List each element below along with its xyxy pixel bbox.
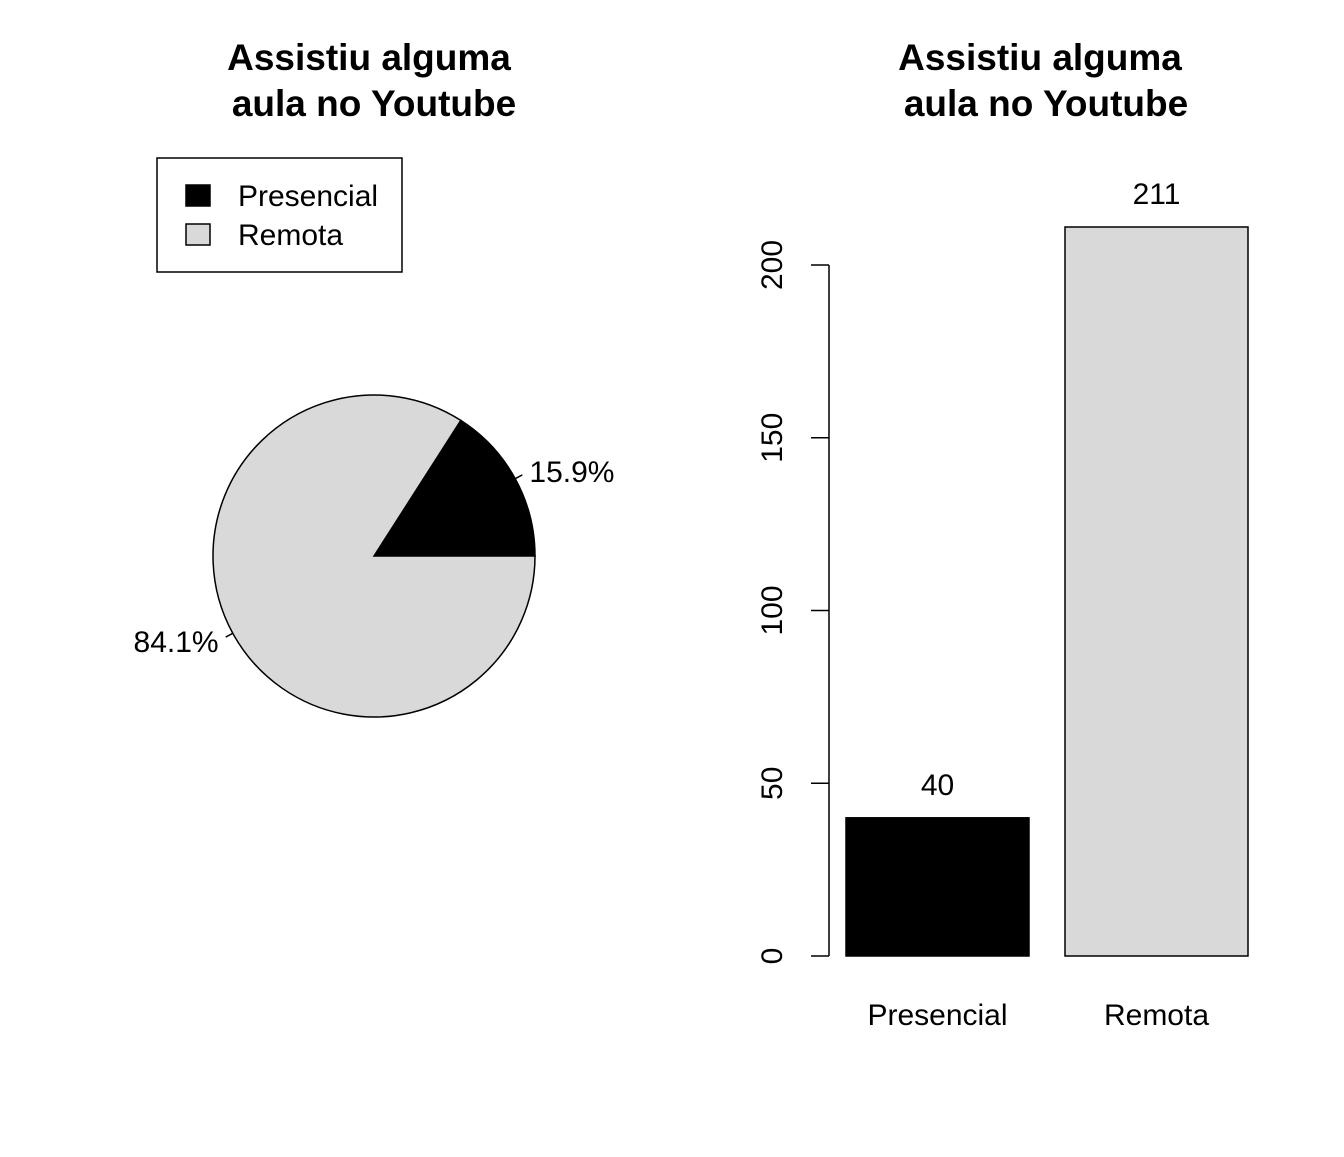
- bar-title-line-2: aula no Youtube: [904, 83, 1188, 124]
- pie-labels: 15.9% 84.1%: [134, 456, 615, 659]
- pie-slices: [212, 394, 536, 718]
- pie-panel: Assistiu alguma aula no Youtube Presenci…: [134, 37, 615, 718]
- pie-label-tick-remota: [225, 632, 234, 638]
- y-tick-label-150: 150: [756, 413, 789, 463]
- x-category-label-presencial: Presencial: [867, 999, 1007, 1032]
- y-tick-label-0: 0: [756, 948, 789, 965]
- legend-swatch-remota: [185, 223, 211, 246]
- bar-labels: 40 Presencial 211 Remota: [867, 178, 1209, 1032]
- bar-title-line-1: Assistiu alguma: [898, 37, 1182, 78]
- pie-slice-remota: [212, 394, 536, 718]
- pie-percent-label-presencial: 15.9%: [529, 456, 614, 489]
- x-category-label-remota: Remota: [1104, 999, 1209, 1032]
- legend-label-presencial: Presencial: [238, 180, 378, 213]
- bar-presencial: [845, 817, 1030, 957]
- pie-legend: Presencial Remota: [156, 157, 403, 273]
- pie-title-line-1: Assistiu alguma: [227, 37, 511, 78]
- pie-slice-presencial: [372, 419, 536, 557]
- bar-remota: [1064, 226, 1249, 957]
- pie-legend-box: [156, 157, 403, 273]
- legend-swatch-presencial: [185, 184, 211, 207]
- bar-panel: Assistiu alguma aula no Youtube 0 50 100 15…: [756, 37, 1249, 1032]
- bar-value-label-remota: 211: [1133, 178, 1181, 211]
- pie-percent-label-remota: 84.1%: [134, 626, 219, 659]
- legend-label-remota: Remota: [238, 219, 343, 252]
- bar-value-label-presencial: 40: [921, 769, 954, 802]
- y-tick-label-50: 50: [756, 767, 789, 800]
- bars: [845, 226, 1249, 957]
- pie-title-line-2: aula no Youtube: [232, 83, 516, 124]
- pie-label-tick-presencial: [514, 474, 523, 480]
- y-axis: 0 50 100 150 200: [756, 240, 830, 965]
- y-tick-label-100: 100: [756, 585, 789, 635]
- y-tick-label-200: 200: [756, 240, 789, 290]
